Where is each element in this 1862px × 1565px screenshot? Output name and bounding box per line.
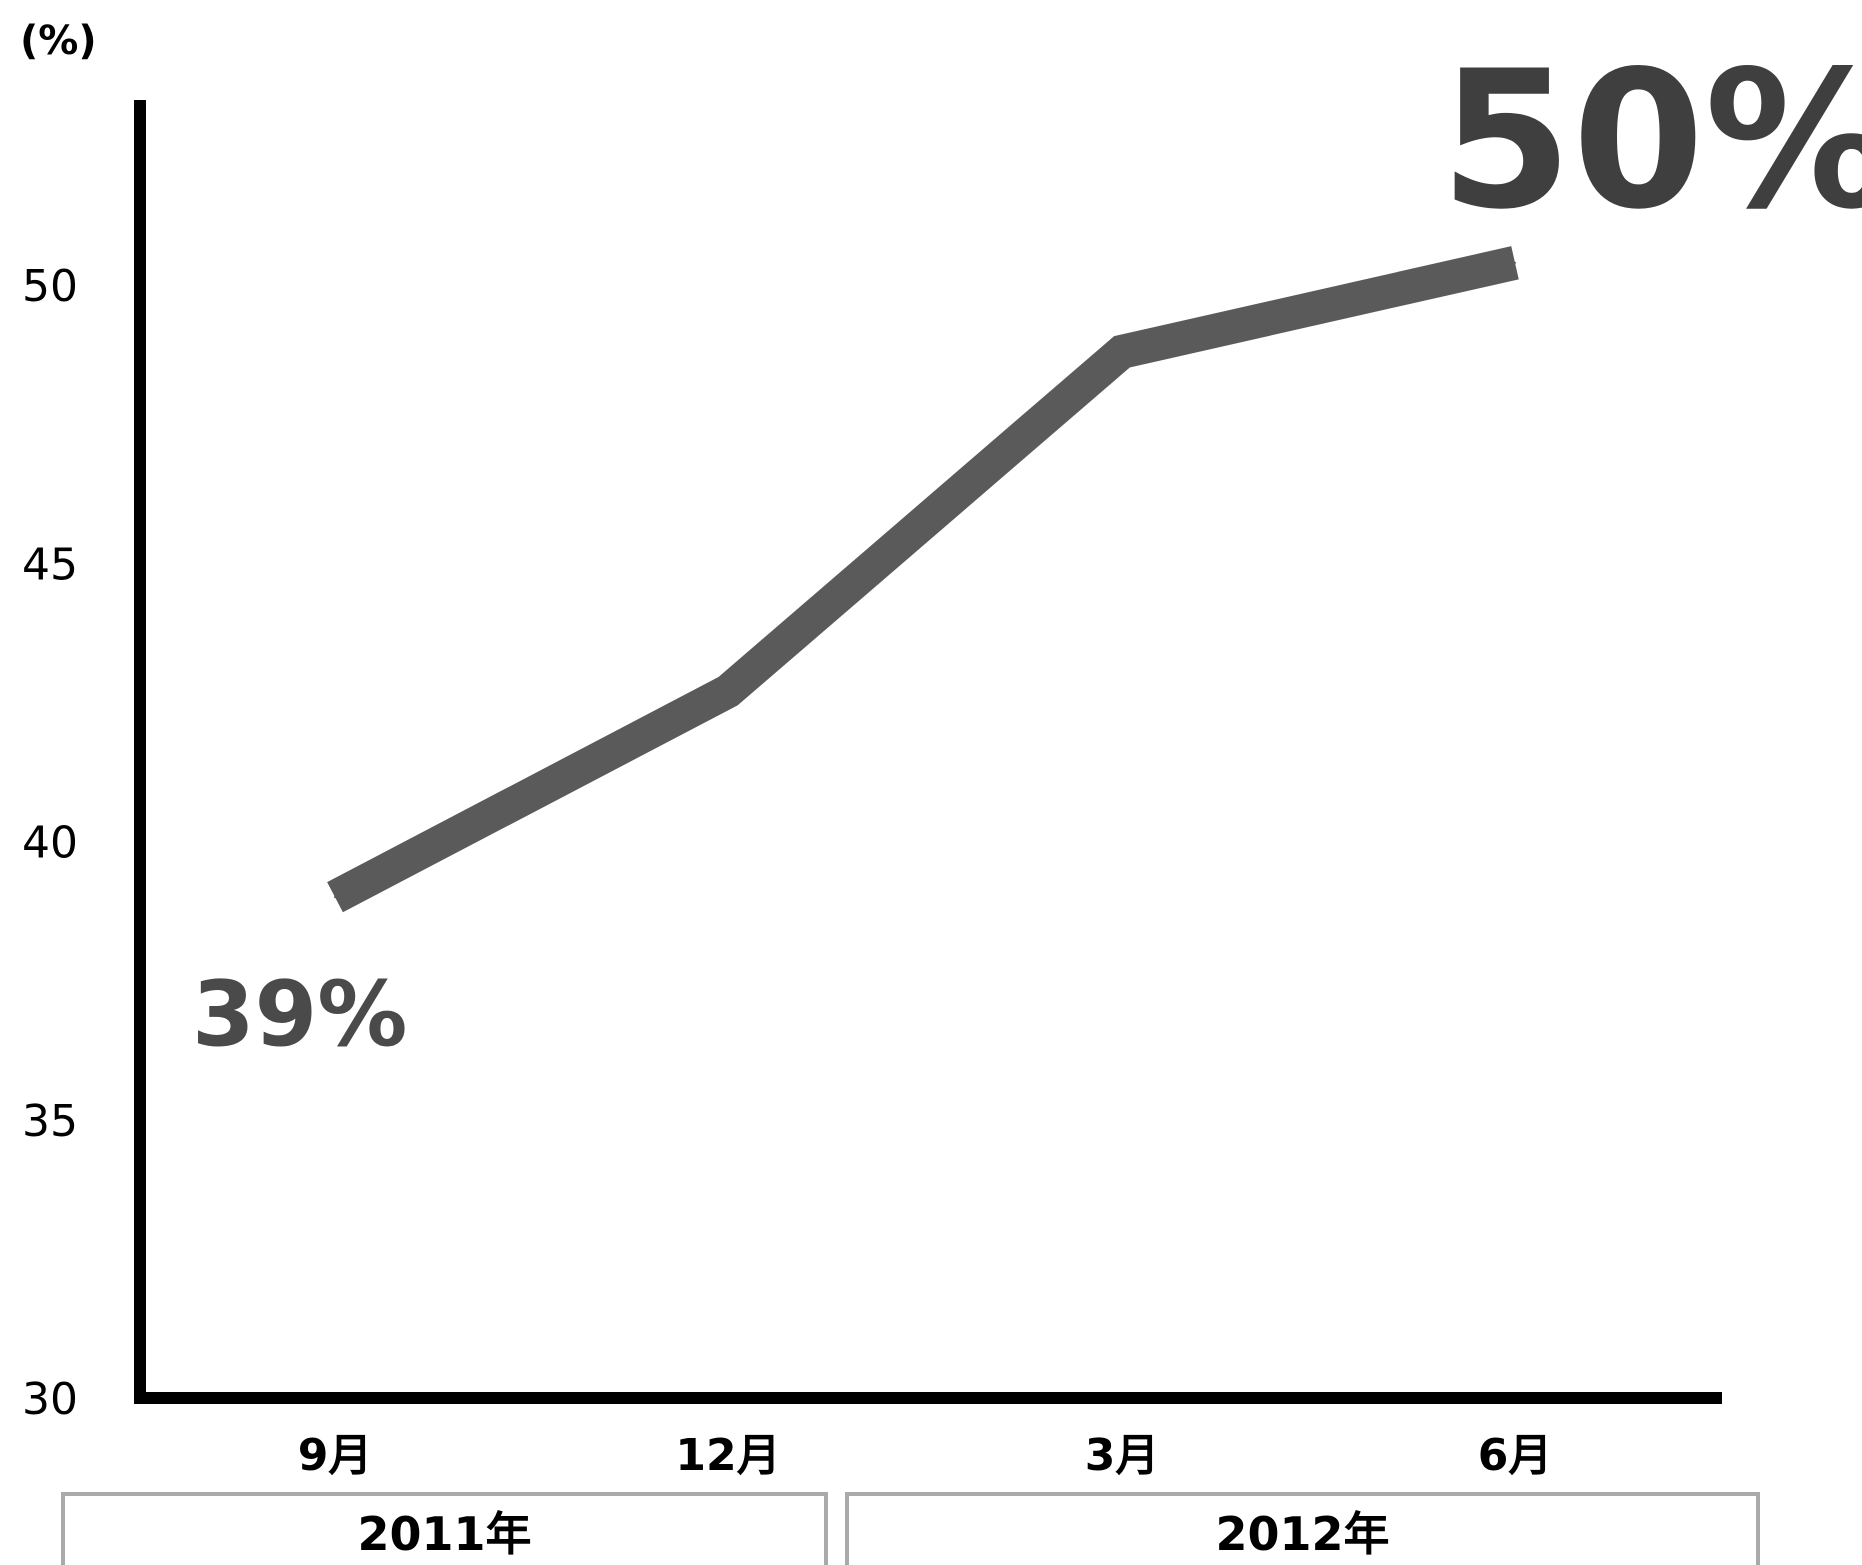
x-category-label: 12月 (675, 1430, 780, 1481)
year-group-box (845, 1492, 1760, 1565)
y-tick-label: 35 (22, 1096, 78, 1147)
data-point (727, 690, 729, 693)
data-point (1514, 261, 1516, 264)
end-value-label: 50% (1440, 30, 1862, 251)
y-tick-label: 50 (22, 261, 78, 312)
year-group-label: 2012年 (1215, 1507, 1389, 1561)
x-category-label: 6月 (1478, 1430, 1553, 1481)
x-category-labels: 9月 12月 3月 6月 (298, 1430, 1553, 1481)
series-line (327, 246, 1519, 913)
x-category-label: 9月 (298, 1430, 373, 1481)
y-unit-label: (%) (20, 18, 97, 64)
x-category-label: 3月 (1085, 1430, 1160, 1481)
data-points (334, 261, 1516, 899)
y-tick-label: 45 (22, 539, 78, 590)
year-group-label: 2011年 (357, 1507, 531, 1561)
data-point (1121, 350, 1123, 353)
y-tick-labels: 30 35 40 45 50 (22, 261, 78, 1425)
y-tick-label: 30 (22, 1374, 78, 1425)
year-group-box (61, 1492, 828, 1565)
data-point (334, 896, 336, 899)
y-tick-label: 40 (22, 818, 78, 869)
year-groups: 2011年 2012年 (61, 1492, 1760, 1565)
start-value-label: 39% (192, 962, 407, 1067)
